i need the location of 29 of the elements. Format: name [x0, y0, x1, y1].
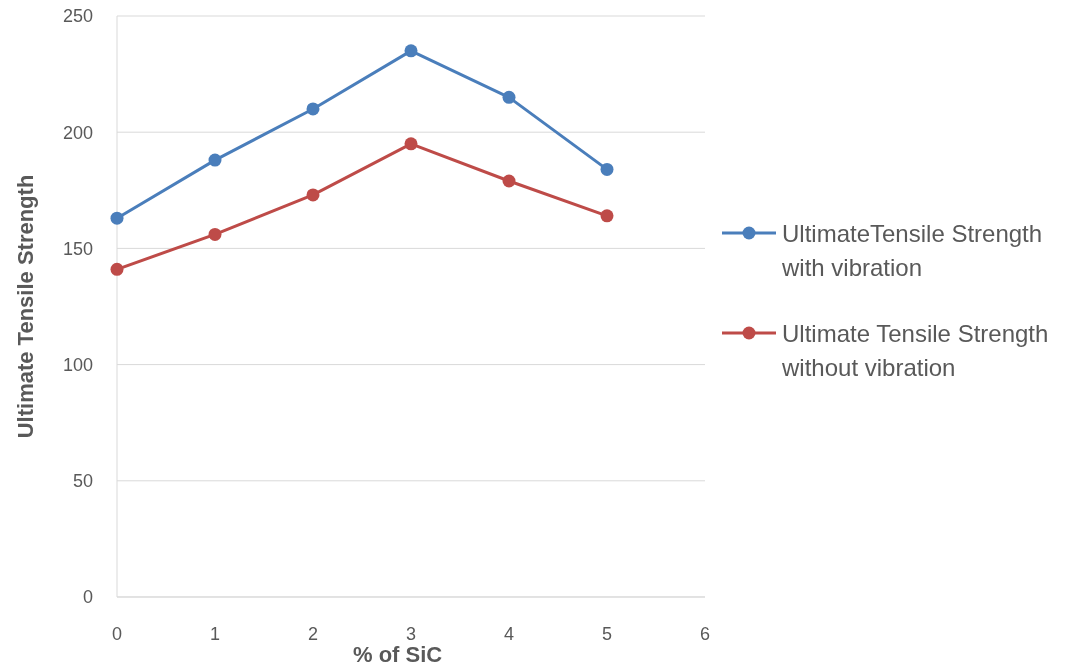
- y-tick-label: 150: [62, 238, 93, 259]
- y-tick-label: 0: [82, 587, 93, 608]
- y-tick-label: 50: [72, 471, 93, 492]
- y-tick-label: 250: [62, 6, 93, 27]
- point: [502, 174, 516, 188]
- point: [404, 137, 418, 151]
- point: [110, 262, 124, 276]
- x-tick-label: 6: [699, 624, 711, 644]
- point: [208, 153, 222, 167]
- legend-label: Ultimate Tensile Strength without vibration: [781, 320, 1049, 381]
- x-axis-title: % of SiC: [353, 642, 443, 666]
- point: [600, 209, 614, 223]
- x-tick-label: 0: [111, 624, 123, 644]
- point: [502, 90, 516, 104]
- legend-label: UltimateTensile Strength with vibration: [781, 220, 1043, 281]
- x-tick-label: 1: [209, 624, 221, 644]
- x-tick-label: 2: [307, 624, 319, 644]
- y-axis-title: Ultimate Tensile Strength: [13, 174, 38, 439]
- point: [600, 162, 614, 176]
- point: [208, 227, 222, 241]
- point: [306, 102, 320, 116]
- point: [110, 211, 124, 225]
- y-tick-label: 200: [62, 122, 93, 143]
- x-tick-label: 3: [405, 624, 417, 644]
- x-tick-label: 4: [503, 624, 515, 644]
- x-tick-label: 5: [601, 624, 613, 644]
- point: [404, 44, 418, 58]
- y-tick-label: 100: [62, 354, 93, 375]
- point: [306, 188, 320, 202]
